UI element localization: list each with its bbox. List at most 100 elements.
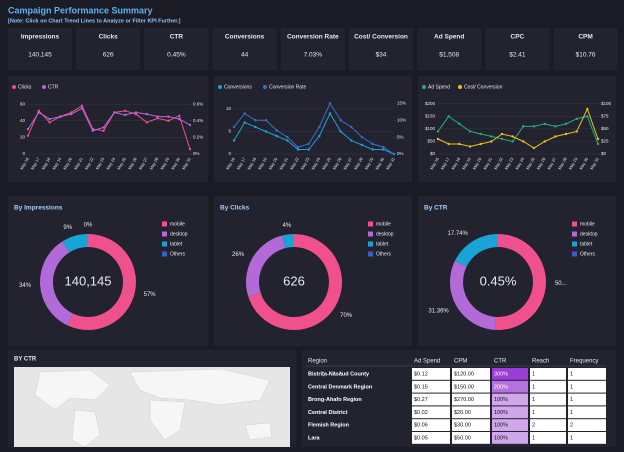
point[interactable]: [232, 139, 236, 142]
point[interactable]: [188, 123, 192, 127]
point[interactable]: [554, 135, 557, 138]
series-line[interactable]: [437, 107, 599, 149]
point[interactable]: [286, 139, 289, 142]
point[interactable]: [156, 117, 159, 120]
point[interactable]: [26, 127, 30, 131]
point[interactable]: [296, 148, 300, 151]
point[interactable]: [254, 125, 257, 129]
point[interactable]: [307, 142, 310, 146]
kpi-card[interactable]: [417, 28, 482, 70]
point[interactable]: [188, 147, 192, 151]
point[interactable]: [178, 117, 181, 121]
point[interactable]: [243, 121, 246, 124]
kpi-card[interactable]: [144, 28, 209, 70]
point[interactable]: [80, 104, 84, 108]
point[interactable]: [511, 140, 514, 143]
series-line[interactable]: [437, 115, 599, 145]
point[interactable]: [382, 146, 385, 149]
point[interactable]: [360, 143, 364, 147]
point[interactable]: [156, 115, 159, 118]
point[interactable]: [124, 113, 127, 117]
point[interactable]: [522, 140, 525, 143]
point[interactable]: [575, 130, 578, 133]
point[interactable]: [447, 142, 450, 146]
point[interactable]: [264, 119, 268, 122]
kpi-card[interactable]: [280, 28, 345, 70]
point[interactable]: [59, 115, 62, 118]
point[interactable]: [350, 125, 353, 129]
kpi-card[interactable]: [8, 28, 72, 70]
point[interactable]: [371, 148, 374, 151]
donut-segment[interactable]: [495, 234, 546, 331]
series-line[interactable]: [27, 105, 191, 150]
point[interactable]: [382, 148, 385, 151]
point[interactable]: [458, 122, 461, 126]
donut-segment[interactable]: [454, 234, 498, 267]
point[interactable]: [167, 119, 170, 122]
point[interactable]: [70, 111, 73, 114]
point[interactable]: [360, 135, 364, 139]
point[interactable]: [243, 112, 246, 115]
point[interactable]: [178, 114, 181, 117]
point[interactable]: [350, 139, 353, 142]
point[interactable]: [318, 134, 321, 138]
point[interactable]: [564, 122, 568, 126]
point[interactable]: [232, 125, 236, 129]
point[interactable]: [296, 146, 300, 149]
point[interactable]: [264, 130, 268, 133]
point[interactable]: [275, 129, 278, 132]
map[interactable]: [14, 367, 290, 448]
point[interactable]: [532, 146, 536, 150]
point[interactable]: [500, 132, 504, 136]
point[interactable]: [575, 117, 578, 121]
point[interactable]: [392, 152, 396, 156]
point[interactable]: [543, 140, 546, 143]
point[interactable]: [318, 125, 321, 129]
point[interactable]: [468, 145, 472, 148]
donut-segment[interactable]: [62, 234, 88, 253]
point[interactable]: [468, 130, 472, 133]
point[interactable]: [134, 111, 138, 114]
point[interactable]: [436, 130, 440, 133]
point[interactable]: [339, 119, 342, 122]
point[interactable]: [145, 121, 148, 124]
point[interactable]: [124, 109, 127, 113]
point[interactable]: [134, 112, 138, 116]
kpi-card[interactable]: [212, 28, 277, 70]
point[interactable]: [113, 111, 116, 114]
series-line[interactable]: [27, 107, 191, 132]
point[interactable]: [564, 132, 568, 136]
donut-segment[interactable]: [246, 235, 286, 297]
point[interactable]: [532, 125, 536, 128]
point[interactable]: [436, 137, 440, 141]
point[interactable]: [37, 111, 40, 114]
point[interactable]: [586, 115, 589, 118]
series-line[interactable]: [233, 102, 395, 155]
point[interactable]: [91, 129, 95, 132]
point[interactable]: [479, 142, 482, 146]
donut-segment[interactable]: [40, 241, 74, 326]
point[interactable]: [48, 117, 51, 121]
point[interactable]: [102, 129, 105, 132]
point[interactable]: [26, 134, 30, 137]
point[interactable]: [145, 112, 148, 116]
point[interactable]: [490, 140, 493, 143]
point[interactable]: [596, 142, 600, 146]
point[interactable]: [48, 121, 51, 124]
point[interactable]: [80, 107, 84, 110]
point[interactable]: [37, 109, 40, 113]
donut-segment[interactable]: [449, 260, 497, 330]
point[interactable]: [522, 125, 525, 128]
point[interactable]: [543, 122, 546, 126]
point[interactable]: [554, 125, 557, 128]
kpi-card[interactable]: [485, 28, 550, 70]
point[interactable]: [328, 102, 332, 105]
point[interactable]: [490, 135, 493, 138]
kpi-card[interactable]: [76, 28, 141, 70]
kpi-card[interactable]: [349, 28, 413, 70]
point[interactable]: [458, 142, 461, 146]
point[interactable]: [339, 130, 342, 133]
point[interactable]: [307, 148, 310, 151]
point[interactable]: [447, 115, 450, 118]
point[interactable]: [586, 107, 589, 111]
